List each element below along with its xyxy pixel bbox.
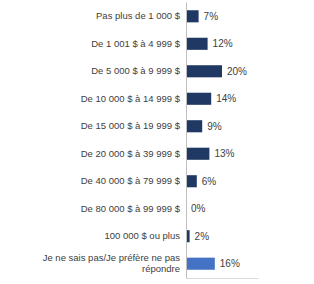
bar bbox=[186, 10, 199, 22]
data-label: 6% bbox=[202, 176, 217, 187]
y-tick-label: De 15 000 $ à 19 999 $ bbox=[81, 120, 181, 131]
y-tick: De 20 000 $ à 39 999 $ bbox=[81, 148, 186, 159]
y-tick-label: De 5 000 $ à 9 999 $ bbox=[91, 65, 180, 76]
y-tick-label: De 40 000 $ à 79 999 $ bbox=[81, 175, 181, 186]
y-tick: Je ne sais pas/Je préfère ne pasrépondre bbox=[43, 252, 186, 274]
bar bbox=[186, 38, 208, 50]
y-tick-label: De 10 000 $ à 14 999 $ bbox=[81, 93, 181, 104]
bar bbox=[186, 148, 209, 160]
data-label: 7% bbox=[204, 11, 219, 22]
data-label: 0% bbox=[191, 203, 206, 214]
y-tick-label-line: Je ne sais pas/Je préfère ne pas bbox=[43, 252, 181, 263]
data-labels: 7% 12% 20% 14% 9% 13% 6% 0% 2% 16% bbox=[191, 11, 247, 269]
y-tick-label: De 20 000 $ à 39 999 $ bbox=[81, 148, 181, 159]
x-axis bbox=[187, 278, 259, 279]
x-axis-line bbox=[187, 278, 259, 279]
data-label: 16% bbox=[220, 258, 240, 269]
y-tick: De 10 000 $ à 14 999 $ bbox=[81, 93, 186, 104]
data-label: 20% bbox=[227, 66, 247, 77]
y-axis-line bbox=[186, 3, 187, 279]
y-tick-label: De 80 000 $ à 99 999 $ bbox=[81, 203, 181, 214]
y-tick-label: 100 000 $ ou plus bbox=[104, 230, 180, 241]
y-axis: Pas plus de 1 000 $ De 1 001 $ à 4 999 $ D… bbox=[43, 3, 187, 279]
data-label: 2% bbox=[195, 231, 210, 242]
y-tick-label: Pas plus de 1 000 $ bbox=[96, 10, 181, 21]
y-tick: De 1 001 $ à 4 999 $ bbox=[91, 38, 186, 49]
bar bbox=[186, 258, 215, 270]
chart: Pas plus de 1 000 $ De 1 001 $ à 4 999 $ D… bbox=[0, 0, 314, 284]
bar bbox=[186, 93, 211, 105]
bar bbox=[186, 120, 202, 132]
y-tick: De 40 000 $ à 79 999 $ bbox=[81, 175, 186, 186]
y-tick-label: Je ne sais pas/Je préfère ne pasrépondre bbox=[43, 252, 181, 274]
plot: Pas plus de 1 000 $ De 1 001 $ à 4 999 $ D… bbox=[43, 3, 259, 279]
bar bbox=[186, 175, 197, 187]
data-label: 14% bbox=[216, 93, 236, 104]
data-label: 13% bbox=[214, 148, 234, 159]
y-tick-label: De 1 001 $ à 4 999 $ bbox=[91, 38, 180, 49]
y-tick: De 5 000 $ à 9 999 $ bbox=[91, 65, 186, 76]
y-tick: 100 000 $ ou plus bbox=[104, 230, 186, 241]
data-label: 9% bbox=[207, 121, 222, 132]
data-label: 12% bbox=[213, 38, 233, 49]
y-tick: De 15 000 $ à 19 999 $ bbox=[81, 120, 186, 131]
y-tick: Pas plus de 1 000 $ bbox=[96, 10, 186, 21]
y-tick-label-line: répondre bbox=[142, 263, 180, 274]
y-tick: De 80 000 $ à 99 999 $ bbox=[81, 203, 186, 214]
bar bbox=[186, 65, 222, 77]
